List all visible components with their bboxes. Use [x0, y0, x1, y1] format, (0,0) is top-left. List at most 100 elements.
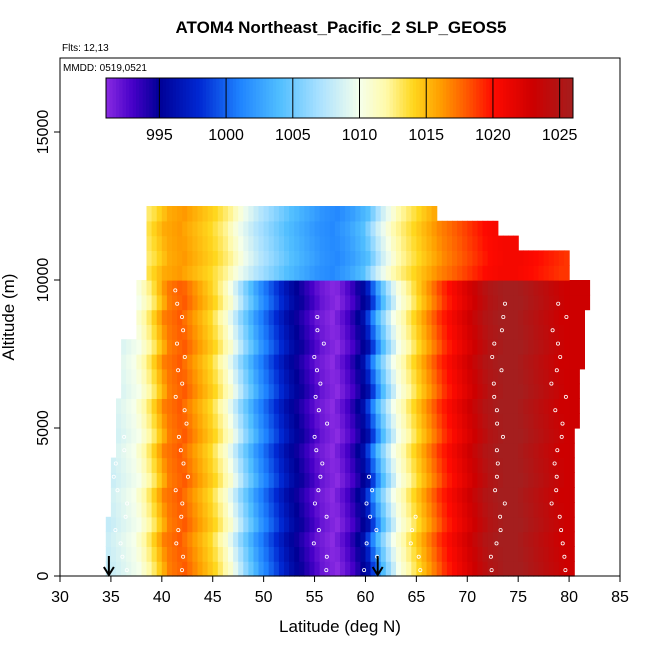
- heatmap-cell: [329, 442, 336, 459]
- heatmap-cell: [411, 206, 417, 222]
- heatmap-cell: [243, 487, 249, 503]
- heatmap-cell: [574, 383, 580, 399]
- measurement-point: [125, 501, 130, 506]
- heatmap-cell: [156, 561, 163, 577]
- heatmap-cell: [538, 339, 545, 355]
- heatmap-cell: [380, 235, 387, 251]
- colorbar-segment: [112, 78, 117, 118]
- heatmap-cell: [345, 354, 351, 370]
- heatmap-cell: [131, 472, 137, 488]
- heatmap-cell: [131, 368, 137, 385]
- heatmap-cell: [202, 220, 209, 237]
- heatmap-cell: [365, 220, 372, 237]
- heatmap-cell: [202, 354, 209, 370]
- heatmap-cell: [569, 561, 575, 577]
- heatmap-cell: [314, 413, 321, 429]
- heatmap-cell: [492, 546, 499, 562]
- heatmap-cell: [289, 487, 295, 503]
- heatmap-cell: [172, 265, 178, 281]
- heatmap-cell: [212, 265, 219, 281]
- heatmap-cell: [228, 324, 234, 340]
- heatmap-cell: [289, 294, 295, 311]
- heatmap-cell: [487, 220, 494, 237]
- measurement-point: [185, 474, 190, 479]
- heatmap-cell: [177, 324, 183, 340]
- heatmap-cell: [446, 428, 453, 444]
- heatmap-cell: [467, 398, 473, 414]
- heatmap-cell: [319, 398, 326, 414]
- heatmap-cell: [161, 324, 168, 340]
- heatmap-cell: [441, 546, 448, 562]
- heatmap-cell: [564, 324, 570, 340]
- heatmap-cell: [126, 354, 132, 370]
- heatmap-cell: [329, 206, 336, 222]
- colorbar-segment: [249, 78, 254, 118]
- heatmap-cell: [334, 354, 341, 370]
- heatmap-cell: [431, 531, 438, 547]
- heatmap-cell: [355, 457, 361, 473]
- heatmap-cell: [508, 339, 514, 355]
- heatmap-cell: [401, 428, 407, 444]
- heatmap-cell: [497, 235, 504, 251]
- heatmap-cell: [436, 235, 443, 251]
- heatmap-cell: [131, 546, 137, 562]
- heatmap-cell: [482, 502, 489, 518]
- heatmap-cell: [151, 487, 158, 503]
- heatmap-cell: [452, 324, 458, 340]
- heatmap-cell: [411, 428, 417, 444]
- heatmap-cell: [406, 546, 412, 562]
- heatmap-cell: [446, 516, 453, 533]
- colorbar: 995 1000 1005 1010 1015 1020 1025: [105, 77, 578, 144]
- heatmap-cell: [329, 398, 336, 414]
- heatmap-cell: [401, 442, 407, 459]
- colorbar-segment: [132, 78, 137, 118]
- heatmap-cell: [324, 531, 331, 547]
- heatmap-cell: [513, 502, 519, 518]
- heatmap-cell: [126, 502, 132, 518]
- colorbar-segment: [382, 78, 387, 118]
- colorbar-segment: [502, 78, 507, 118]
- x-axis: 30 35 40 45 50 55 60 65 70 75 80 85: [51, 576, 629, 606]
- heatmap-cell: [457, 339, 463, 355]
- heatmap-cell: [299, 235, 305, 251]
- heatmap-cell: [182, 472, 188, 488]
- colorbar-segment: [196, 78, 200, 118]
- heatmap-cell: [467, 487, 473, 503]
- heatmap-cell: [497, 368, 504, 385]
- heatmap-cell: [406, 250, 412, 266]
- colorbar-segment: [292, 78, 297, 118]
- heatmap-cell: [156, 383, 163, 399]
- heatmap-cell: [212, 561, 219, 577]
- heatmap-cell: [497, 339, 504, 355]
- heatmap-cell: [166, 442, 173, 459]
- heatmap-cell: [360, 280, 367, 296]
- heatmap-cell: [569, 309, 575, 325]
- heatmap-cell: [472, 220, 479, 237]
- heatmap-cell: [467, 531, 473, 547]
- heatmap-cell: [467, 354, 473, 370]
- heatmap-cell: [446, 309, 453, 325]
- heatmap-cell: [462, 383, 468, 399]
- heatmap-cell: [151, 339, 158, 355]
- heatmap-cell: [299, 368, 305, 385]
- heatmap-cell: [497, 428, 504, 444]
- heatmap-cell: [441, 354, 448, 370]
- colorbar-segment: [439, 78, 444, 118]
- heatmap-cell: [177, 206, 183, 222]
- heatmap-cell: [355, 428, 361, 444]
- heatmap-cell: [553, 339, 560, 355]
- heatmap-cell: [314, 383, 321, 399]
- heatmap-cell: [151, 457, 158, 473]
- heatmap-cell: [212, 516, 219, 533]
- heatmap-cell: [253, 428, 260, 444]
- heatmap-cell: [166, 487, 173, 503]
- heatmap-cell: [558, 413, 565, 429]
- heatmap-cell: [492, 235, 499, 251]
- measurement-point: [314, 368, 319, 373]
- measurement-point: [123, 514, 128, 519]
- heatmap-cell: [375, 398, 382, 414]
- heatmap-cell: [273, 442, 280, 459]
- heatmap-cell: [462, 339, 468, 355]
- heatmap-cell: [396, 531, 402, 547]
- heatmap-cell: [528, 383, 535, 399]
